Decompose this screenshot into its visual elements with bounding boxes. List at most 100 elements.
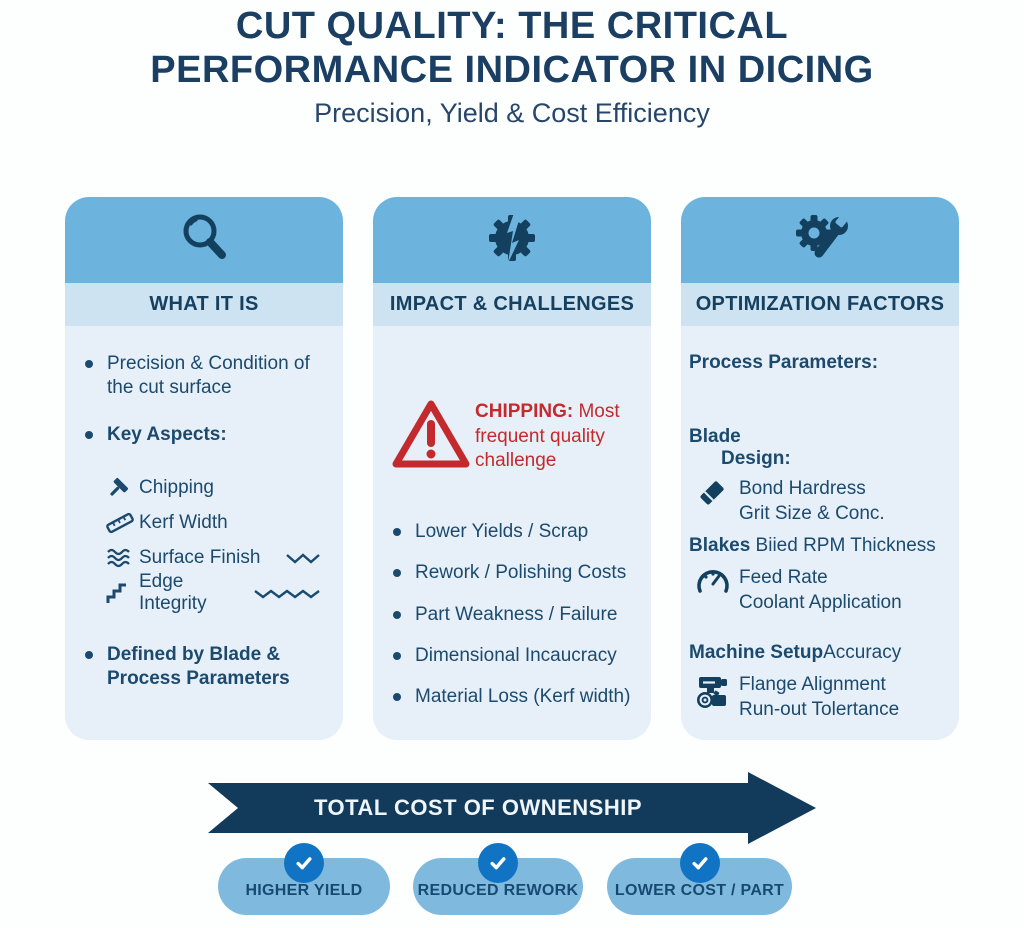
list-item: Material Loss (Kerf width) bbox=[391, 685, 633, 709]
warning-rest: Most frequent quality challenge bbox=[475, 401, 620, 472]
blade-design-lines: Bond Hardress Grit Size & Conc. bbox=[739, 476, 885, 526]
grit-size-line: Grit Size & Conc. bbox=[739, 503, 885, 525]
machine-setup-lines: Flange Alignment Run-out Tolertance bbox=[739, 672, 899, 722]
section-process-parameters: Process Parameters: bbox=[689, 352, 879, 373]
key-aspects-list: Chipping bbox=[105, 471, 325, 614]
bullet-dot bbox=[85, 650, 93, 659]
card-what-it-is: WHAT IT IS Precision & Condition of the … bbox=[65, 197, 343, 740]
card3-title: OPTIMIZATION FACTORS bbox=[681, 283, 959, 326]
feed-rate-lines: Feed Rate Coolant Application bbox=[739, 565, 902, 615]
list-item-text: Defined by Blade & Process Parameters bbox=[107, 643, 290, 690]
rpm-line-rest: Biied RPM Thickness bbox=[750, 535, 936, 557]
bullet-dot bbox=[85, 360, 93, 368]
gear-wrench-icon bbox=[789, 209, 851, 272]
page-title-line1: CUT QUALITY: THE CRITICAL bbox=[235, 5, 789, 47]
warning-block: CHIPPING: Most frequent quality challeng… bbox=[391, 396, 633, 478]
blade-icon bbox=[695, 476, 739, 526]
card3-header bbox=[681, 197, 959, 283]
list-item-text: Dimensional Incaucracy bbox=[415, 644, 617, 666]
blade-label: Blade bbox=[689, 426, 741, 447]
pill-label: REDUCED REWORK bbox=[417, 881, 579, 899]
hammer-icon bbox=[105, 475, 139, 501]
impact-list: Lower Yields / Scrap Rework / Polishing … bbox=[391, 520, 633, 710]
bullet-dot bbox=[393, 651, 401, 660]
warning-triangle-icon bbox=[391, 396, 475, 478]
machine-setup-bold: Machine Setup bbox=[689, 642, 824, 663]
zigzag-long-icon bbox=[253, 586, 325, 600]
bullet-dot bbox=[393, 610, 401, 619]
aspect-label: Chipping bbox=[139, 477, 214, 499]
list-item: Part Weakness / Failure bbox=[391, 603, 633, 627]
cards-row: WHAT IT IS Precision & Condition of the … bbox=[0, 197, 1024, 740]
check-icon bbox=[284, 843, 324, 883]
pill-label: HIGHER YIELD bbox=[245, 881, 363, 899]
bullet-dot bbox=[393, 693, 401, 702]
card1-body: Precision & Condition of the cut surface… bbox=[65, 326, 343, 740]
list-item: Rework / Polishing Costs bbox=[391, 561, 633, 585]
blade-design-row: Bond Hardress Grit Size & Conc. bbox=[695, 476, 951, 526]
list-item-text: Key Aspects: bbox=[107, 423, 227, 445]
machine-setup-rest: Accuracy bbox=[823, 642, 902, 663]
list-item: Defined by Blade & Process Parameters bbox=[83, 643, 325, 692]
zigzag-small-icon bbox=[285, 551, 325, 565]
check-icon bbox=[679, 843, 720, 883]
pill-lower-cost: LOWER COST / PART bbox=[607, 843, 792, 915]
card-impact-challenges: IMPACT & CHALLENGES CHIPPING: Most frequ… bbox=[373, 197, 651, 740]
list-item: Precision & Condition of the cut surface bbox=[83, 352, 325, 401]
list-item: Key Aspects: bbox=[83, 423, 325, 447]
feed-rate-row: Feed Rate Coolant Application bbox=[695, 565, 951, 615]
list-item-text: Rework / Polishing Costs bbox=[415, 562, 627, 584]
card1-header bbox=[65, 197, 343, 283]
rpm-line: Blakes Biied RPM Thickness bbox=[689, 534, 951, 559]
machine-icon bbox=[695, 672, 739, 722]
pill-higher-yield: HIGHER YIELD bbox=[218, 843, 390, 915]
aspect-row: Surface Finish bbox=[105, 541, 325, 576]
list-item-text: Part Weakness / Failure bbox=[415, 603, 618, 625]
card-optimization-factors: OPTIMIZATION FACTORS Process Parameters:… bbox=[681, 197, 959, 740]
speedometer-icon bbox=[695, 565, 739, 615]
aspect-row: Chipping bbox=[105, 471, 325, 506]
machine-setup-line: Machine SetupAccuracy bbox=[689, 641, 951, 666]
warning-title: CHIPPING: bbox=[475, 401, 574, 422]
check-icon bbox=[478, 843, 518, 883]
pill-reduced-rework: REDUCED REWORK bbox=[413, 843, 583, 915]
pill-label: LOWER COST / PART bbox=[614, 881, 785, 899]
list-item: Lower Yields / Scrap bbox=[391, 520, 633, 544]
waves-icon bbox=[105, 546, 139, 570]
arrow-label: TOTAL COST OF OWNENSHIP bbox=[313, 795, 643, 820]
list-item: Dimensional Incaucracy bbox=[391, 644, 633, 668]
blade-section: Blade Design: Bond Hardr bbox=[689, 426, 951, 526]
card2-header bbox=[373, 197, 651, 283]
bullet-dot bbox=[393, 569, 401, 578]
ruler-icon bbox=[105, 511, 139, 535]
total-cost-arrow: TOTAL COST OF OWNENSHIP bbox=[208, 772, 816, 844]
list-item-text: Precision & Condition of the cut surface bbox=[107, 353, 310, 399]
bond-hardness-line: Bond Hardress bbox=[739, 478, 866, 499]
blade-design-label: Design: bbox=[721, 448, 791, 469]
card1-title: WHAT IT IS bbox=[65, 283, 343, 326]
arrow-shape-icon bbox=[208, 772, 816, 844]
runout-tolerance-line: Run-out Tolertance bbox=[739, 698, 900, 720]
magnifier-icon bbox=[175, 209, 233, 272]
broken-gear-icon bbox=[483, 209, 541, 272]
bullet-dot bbox=[85, 430, 93, 439]
aspect-row: Kerf Width bbox=[105, 506, 325, 541]
flange-alignment-line: Flange Alignment bbox=[739, 673, 886, 695]
machine-setup-row: Flange Alignment Run-out Tolertance bbox=[695, 672, 951, 722]
card2-title: IMPACT & CHALLENGES bbox=[373, 283, 651, 326]
aspect-label: Surface Finish bbox=[139, 547, 261, 569]
coolant-line: Coolant Application bbox=[739, 591, 902, 613]
steps-icon bbox=[105, 580, 139, 606]
rpm-line-bold: Blakes bbox=[689, 535, 751, 557]
card2-body: CHIPPING: Most frequent quality challeng… bbox=[373, 326, 651, 740]
page-subtitle: Precision, Yield & Cost Efficiency bbox=[314, 98, 710, 129]
list-item-text: Material Loss (Kerf width) bbox=[415, 686, 631, 708]
aspect-label: Kerf Width bbox=[139, 512, 228, 534]
card3-body: Process Parameters: Blade Design: bbox=[681, 326, 959, 740]
list-item-text: Lower Yields / Scrap bbox=[415, 521, 589, 542]
page-title-line2: PERFORMANCE INDICATOR IN DICING bbox=[150, 49, 874, 92]
page-header: CUT QUALITY: THE CRITICAL PERFORMANCE IN… bbox=[0, 4, 1024, 129]
aspect-row: Edge Integrity bbox=[105, 571, 325, 614]
bullet-dot bbox=[393, 528, 401, 536]
